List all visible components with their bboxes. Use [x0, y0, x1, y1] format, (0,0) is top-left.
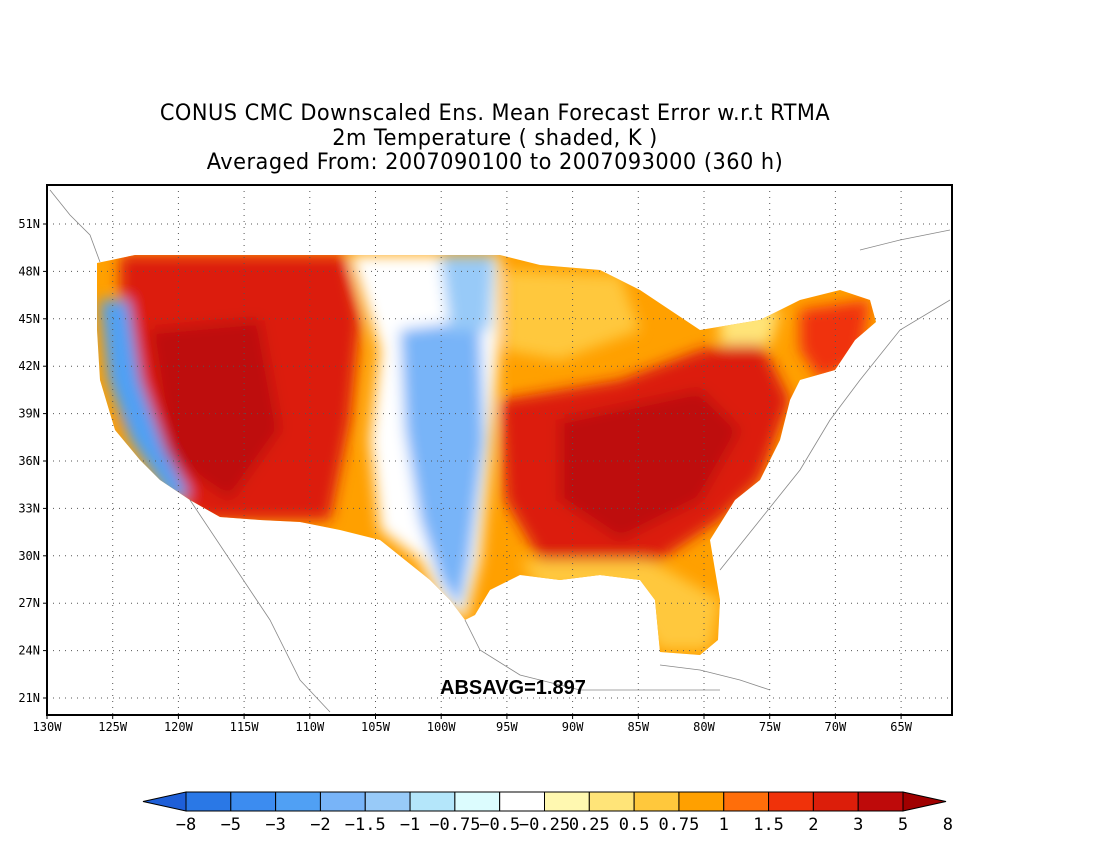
lat-label: 30N — [18, 549, 40, 563]
colorbar-label: −3 — [265, 815, 285, 835]
map-frame — [46, 184, 953, 716]
colorbar-label: −8 — [176, 815, 196, 835]
colorbar-label: 0.75 — [658, 815, 699, 835]
lon-label: 110W — [295, 720, 325, 734]
lon-label: 130W — [33, 720, 63, 734]
colorbar-box — [499, 791, 545, 812]
colorbar-box — [454, 791, 501, 812]
colorbar-label: −0.5 — [479, 815, 520, 835]
colorbar-label: −1.5 — [345, 815, 386, 835]
graticule — [47, 185, 952, 715]
colorbar-arrow-left — [142, 791, 187, 812]
lon-label: 115W — [230, 720, 260, 734]
colorbar-label: 0.25 — [569, 815, 610, 835]
colorbar-box — [230, 791, 277, 812]
lat-label: 45N — [18, 312, 40, 326]
lat-label: 48N — [18, 264, 40, 278]
lon-label: 70W — [825, 720, 847, 734]
lon-label: 95W — [496, 720, 518, 734]
colorbar-box — [723, 791, 770, 812]
lon-label: 90W — [562, 720, 584, 734]
colorbar-box — [633, 791, 680, 812]
lon-label: 65W — [890, 720, 912, 734]
colorbar-label: 1 — [719, 815, 729, 835]
lon-label: 120W — [164, 720, 194, 734]
colorbar-box — [857, 791, 904, 812]
colorbar-box — [185, 791, 232, 812]
colorbar-box — [768, 791, 814, 812]
colorbar-label: −2 — [310, 815, 330, 835]
colorbar-box — [812, 791, 859, 812]
coastlines — [49, 189, 951, 713]
lon-label: 125W — [98, 720, 128, 734]
lat-label: 39N — [18, 407, 40, 421]
colorbar-box — [319, 791, 366, 812]
colorbar-label: 3 — [853, 815, 863, 835]
colorbar-label: 0.5 — [619, 815, 650, 835]
latitude-labels: 51N 48N 45N 42N 39N 36N 33N 30N 27N 24N 21N — [18, 217, 47, 705]
colorbar-box — [275, 791, 321, 812]
colorbar-label: 8 — [943, 815, 953, 835]
lat-label: 51N — [18, 217, 40, 231]
colorbar-label: 1.5 — [753, 815, 784, 835]
lat-label: 27N — [18, 596, 40, 610]
lat-label: 33N — [18, 501, 40, 515]
lat-label: 36N — [18, 454, 40, 468]
colorbar-box — [678, 791, 725, 812]
colorbar-box — [588, 791, 635, 812]
lon-label: 100W — [427, 720, 457, 734]
colorbar — [142, 791, 947, 812]
colorbar-label: −1 — [400, 815, 420, 835]
lon-label: 85W — [627, 720, 649, 734]
absavg-annotation: ABSAVG=1.897 — [440, 677, 586, 699]
colorbar-box — [364, 791, 411, 812]
lat-label: 42N — [18, 359, 40, 373]
title-line-1: CONUS CMC Downscaled Ens. Mean Forecast … — [159, 101, 831, 126]
lon-label: 75W — [759, 720, 781, 734]
colorbar-arrow-right — [902, 791, 947, 812]
colorbar-label: 2 — [808, 815, 818, 835]
colorbar-box — [544, 791, 590, 812]
lon-label: 80W — [693, 720, 715, 734]
colorbar-box — [409, 791, 456, 812]
longitude-labels: 130W 125W 120W 115W 110W 105W 100W 95W 90W 85W 80W… — [33, 715, 913, 734]
colorbar-labels: −8 −5 −3 −2 −1.5 −1 −0.75−0.5−0.250.25 0.5 0.75 1… — [176, 815, 953, 835]
lat-label: 21N — [18, 691, 40, 705]
title-line-2: 2m Temperature ( shaded, K ) — [332, 126, 658, 151]
colorbar-label: 5 — [898, 815, 908, 835]
colorbar-label: −0.25 — [519, 815, 570, 835]
colorbar-label: −0.75 — [429, 815, 480, 835]
lon-label: 105W — [361, 720, 391, 734]
title-line-3: Averaged From: 2007090100 to 2007093000 … — [206, 150, 784, 175]
lat-label: 24N — [18, 644, 40, 658]
colorbar-label: −5 — [221, 815, 241, 835]
